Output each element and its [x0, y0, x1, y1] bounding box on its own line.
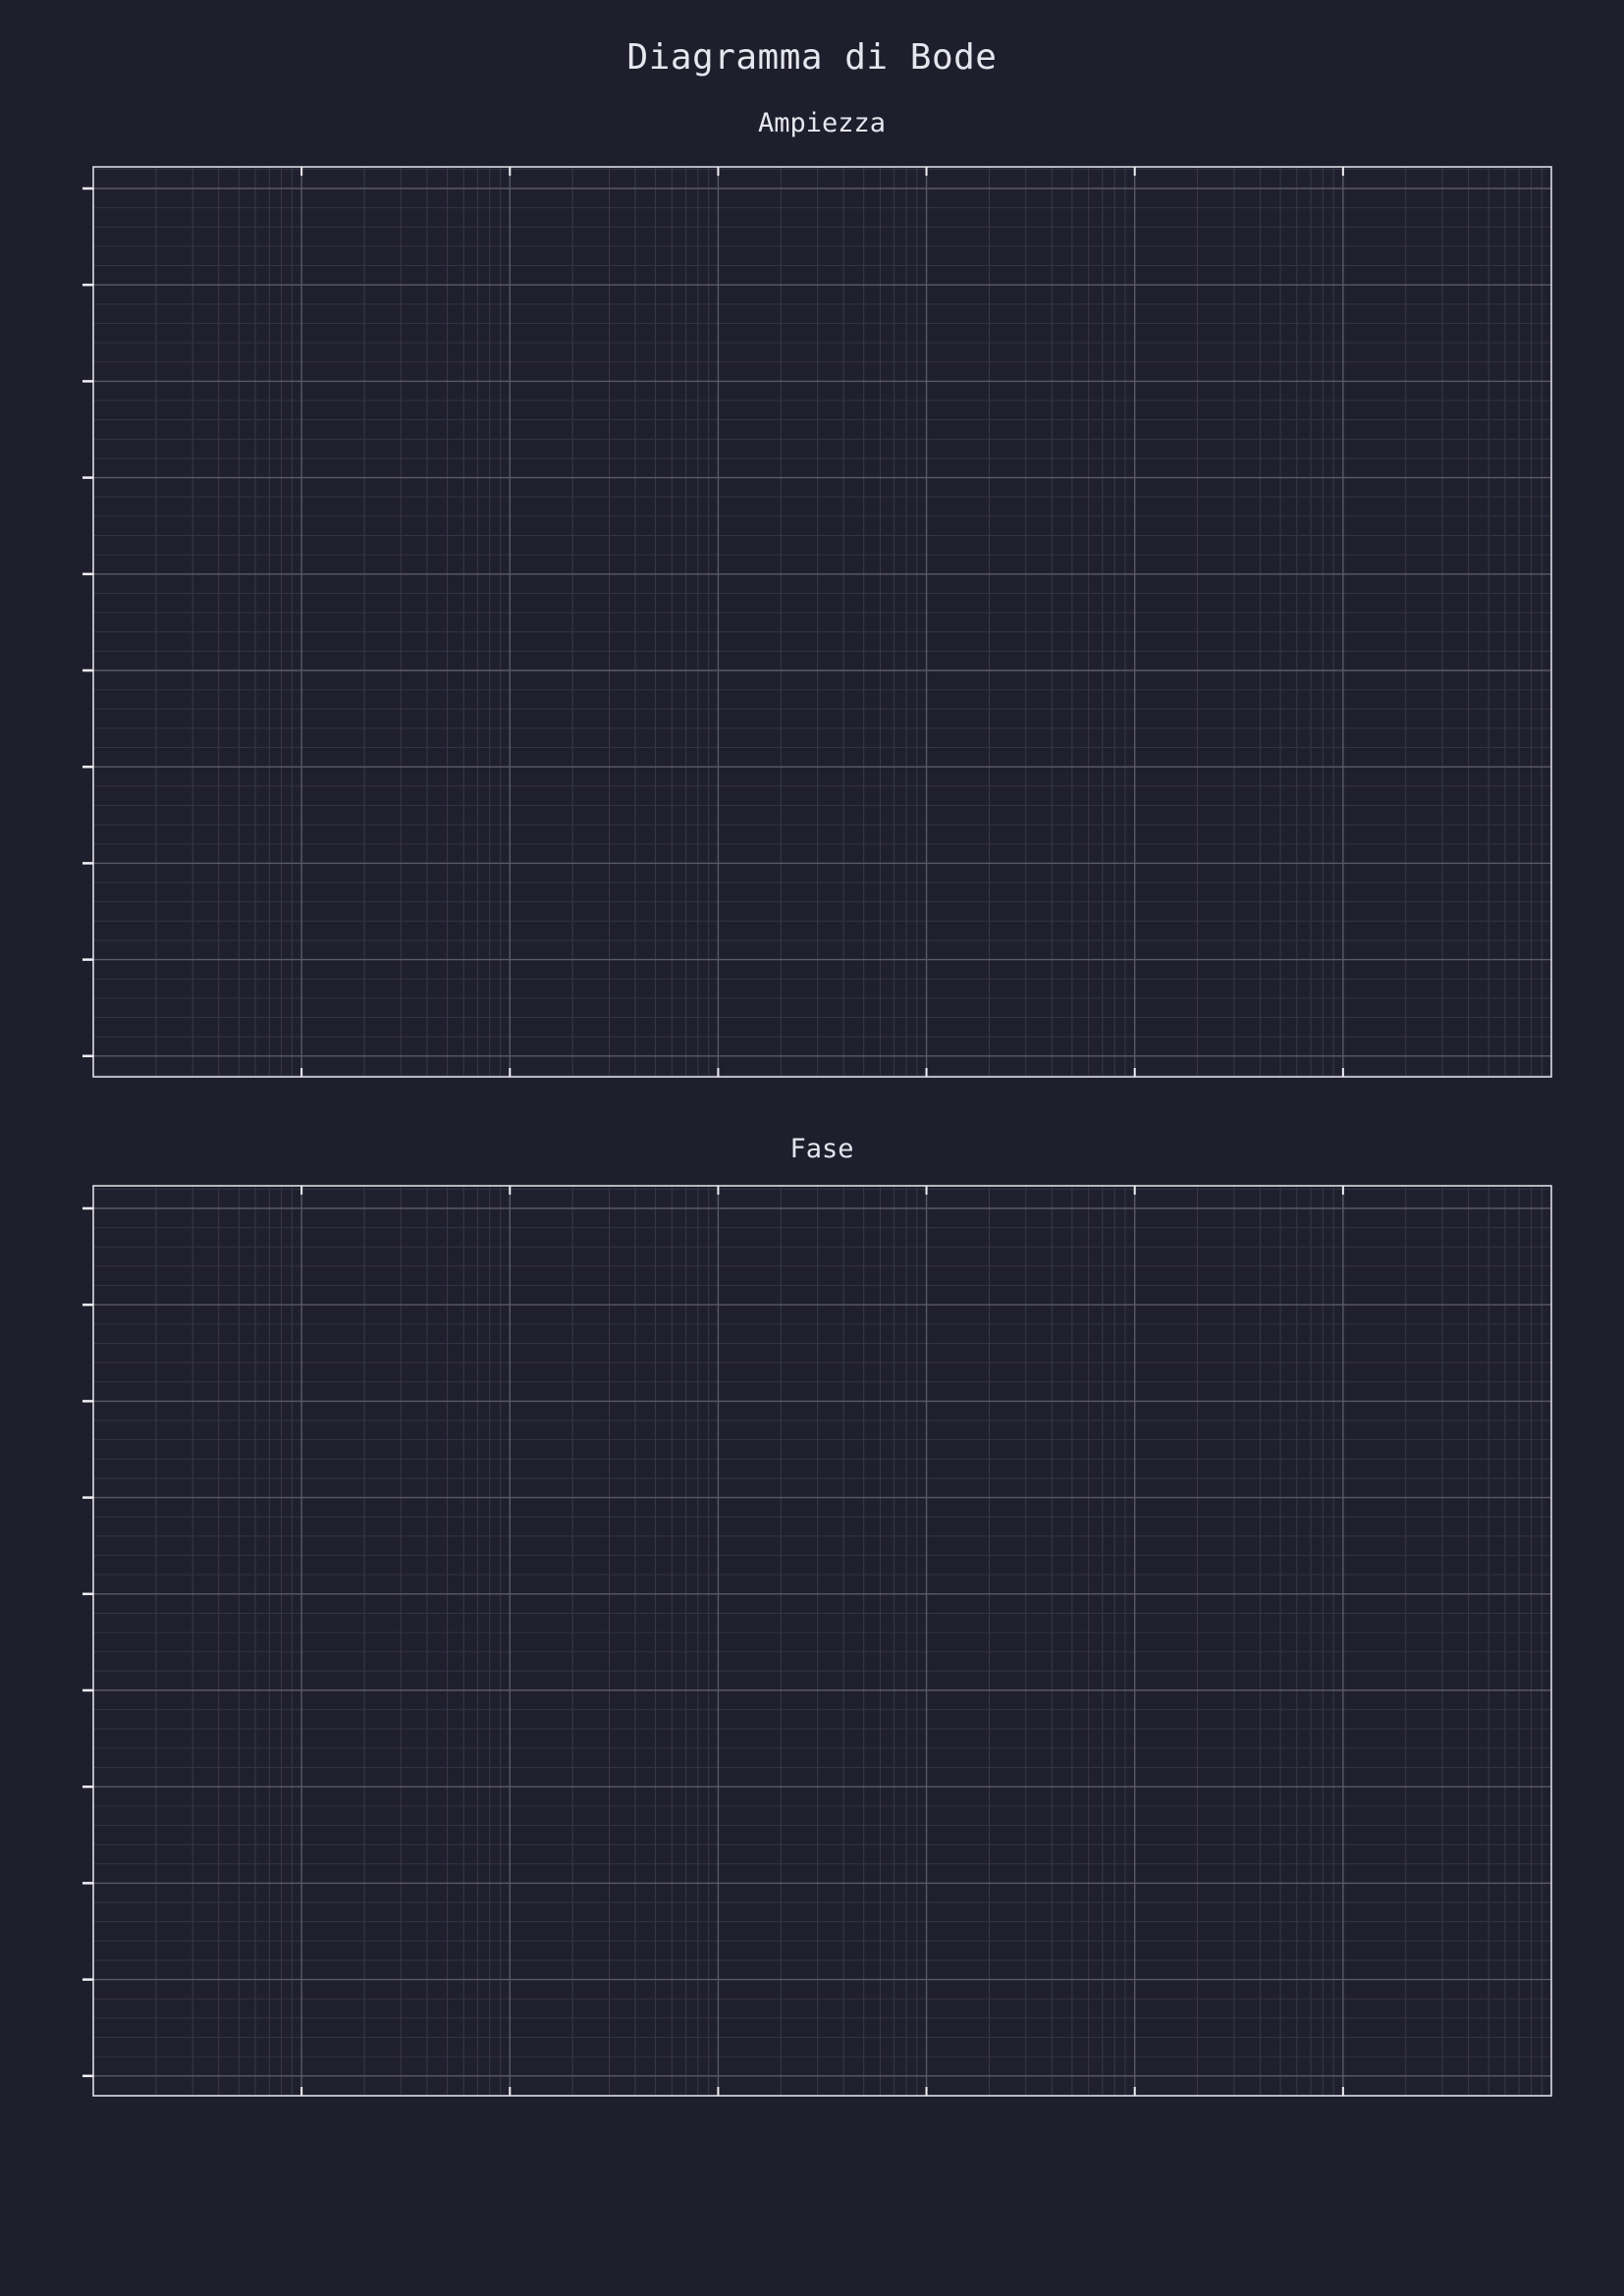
phase-plot-frame — [92, 1185, 1552, 2097]
magnitude-plot-title: Ampiezza — [757, 108, 887, 138]
magnitude-plot-frame — [92, 166, 1552, 1078]
phase-plot-title: Fase — [789, 1134, 854, 1164]
figure-title: Diagramma di Bode — [626, 37, 998, 78]
magnitude-plot-area — [93, 167, 1551, 1077]
phase-plot-area — [93, 1186, 1551, 2096]
